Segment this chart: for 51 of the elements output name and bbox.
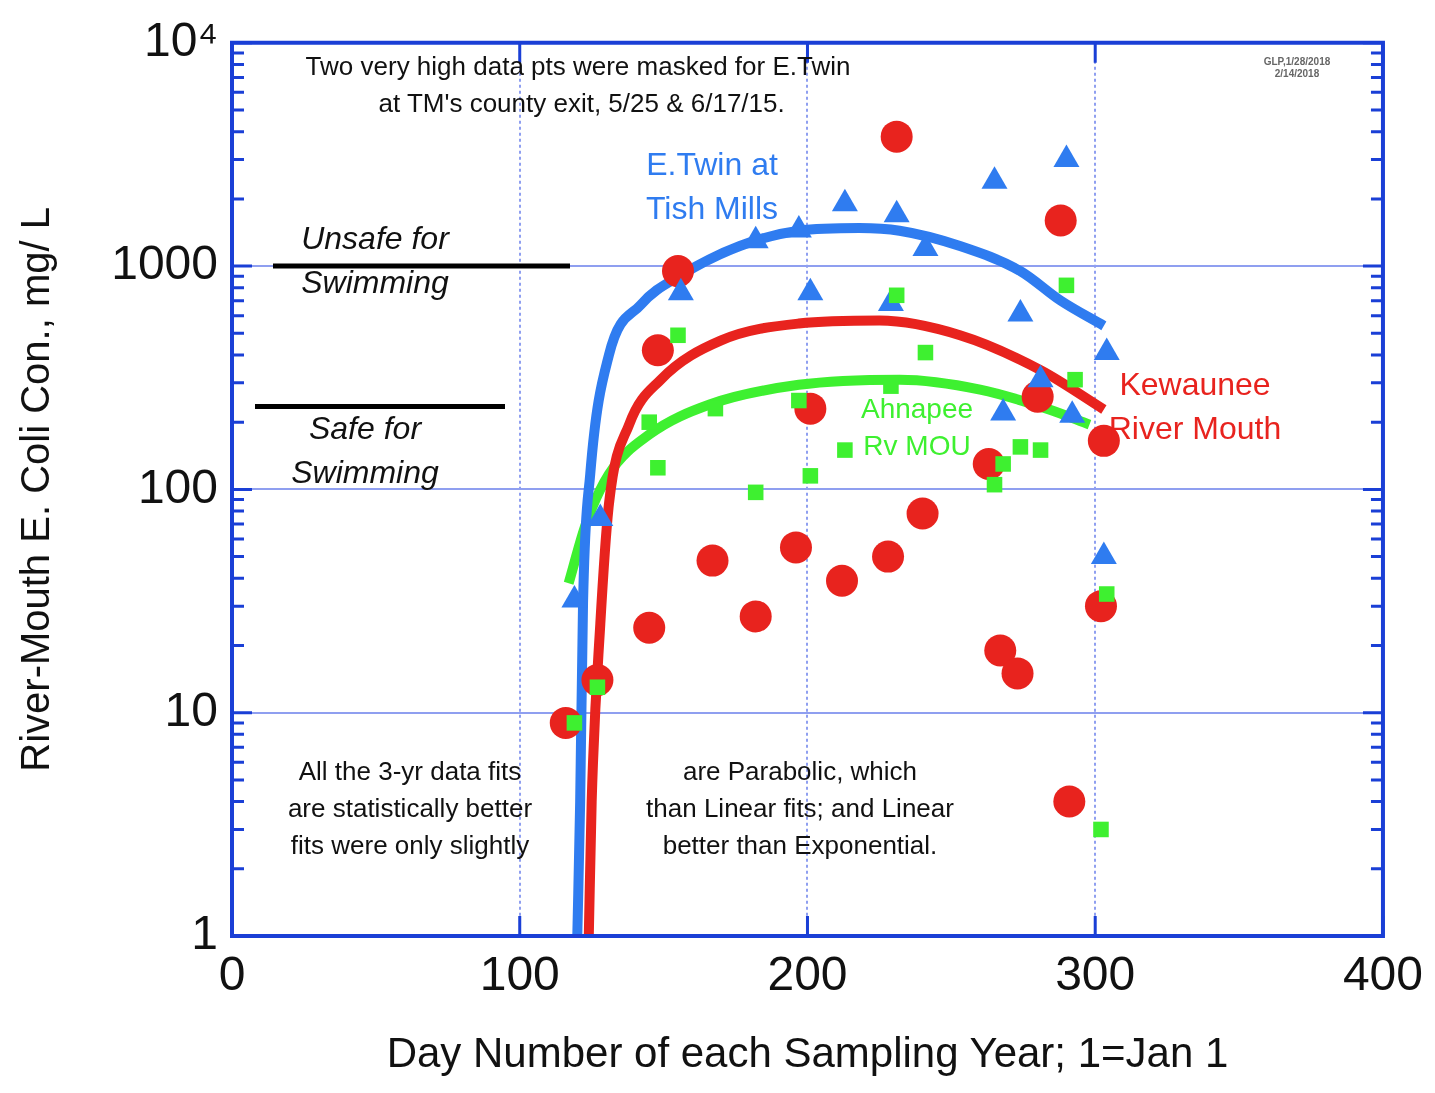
x-tick-label: 300 [1055,947,1136,1001]
point [1058,277,1075,294]
point [917,344,934,361]
point [986,476,1003,493]
point [566,715,583,731]
point [1044,204,1077,237]
y-axis-title: River-Mouth E. Coli Con., mg/ L [13,207,58,772]
point [1032,442,1049,458]
point [1001,657,1034,690]
point [791,392,807,409]
point [837,442,853,458]
point [1012,439,1029,455]
ref-line-label: Safe for Swimming [291,409,439,490]
point [880,120,913,153]
point [670,327,686,344]
point [984,634,1017,667]
x-tick-label: 200 [767,947,848,1001]
x-tick-label: 0 [218,947,246,1001]
x-tick-label: 400 [1342,947,1423,1001]
ref-line-label: Unsafe for Swimming [301,219,451,300]
point [1053,785,1086,818]
point [633,611,666,644]
x-axis-title: Day Number of each Sampling Year; 1=Jan 1 [386,1029,1229,1077]
point [650,459,666,476]
point [1098,586,1115,602]
annotation: GLP,1/28/2018 2/14/2018 [1263,55,1331,79]
y-tick-label: 1 [191,906,218,960]
point [696,544,729,577]
series-label: E.Twin at Tish Mills [645,145,779,226]
point [906,497,939,530]
annotation: Two very high data pts were masked for E.Twin at TM's county exit, 5/25 & 6/17/15. [305,51,851,119]
point [779,531,812,564]
point [662,255,694,288]
annotation: are Parabolic, which than Linear fits; and Linear better than Exponential. [646,756,955,861]
point [1067,371,1083,388]
y-tick-label: 1000 [111,236,218,290]
annotation: All the 3-yr data fits are statistically better fits were only slightly [287,756,533,861]
point [872,540,905,573]
series-label: Ahnapee Rv MOU [860,392,974,461]
point [1093,821,1109,838]
y-tick-label: 100 [137,459,218,513]
point [802,468,819,484]
point [641,414,657,430]
y-tick-label: 10⁴ [143,13,218,67]
y-tick-label: 10 [164,682,218,736]
point [739,600,772,633]
point [641,334,674,367]
point [995,456,1011,472]
point [826,564,859,597]
point [747,484,764,501]
x-tick-label: 100 [479,947,560,1001]
